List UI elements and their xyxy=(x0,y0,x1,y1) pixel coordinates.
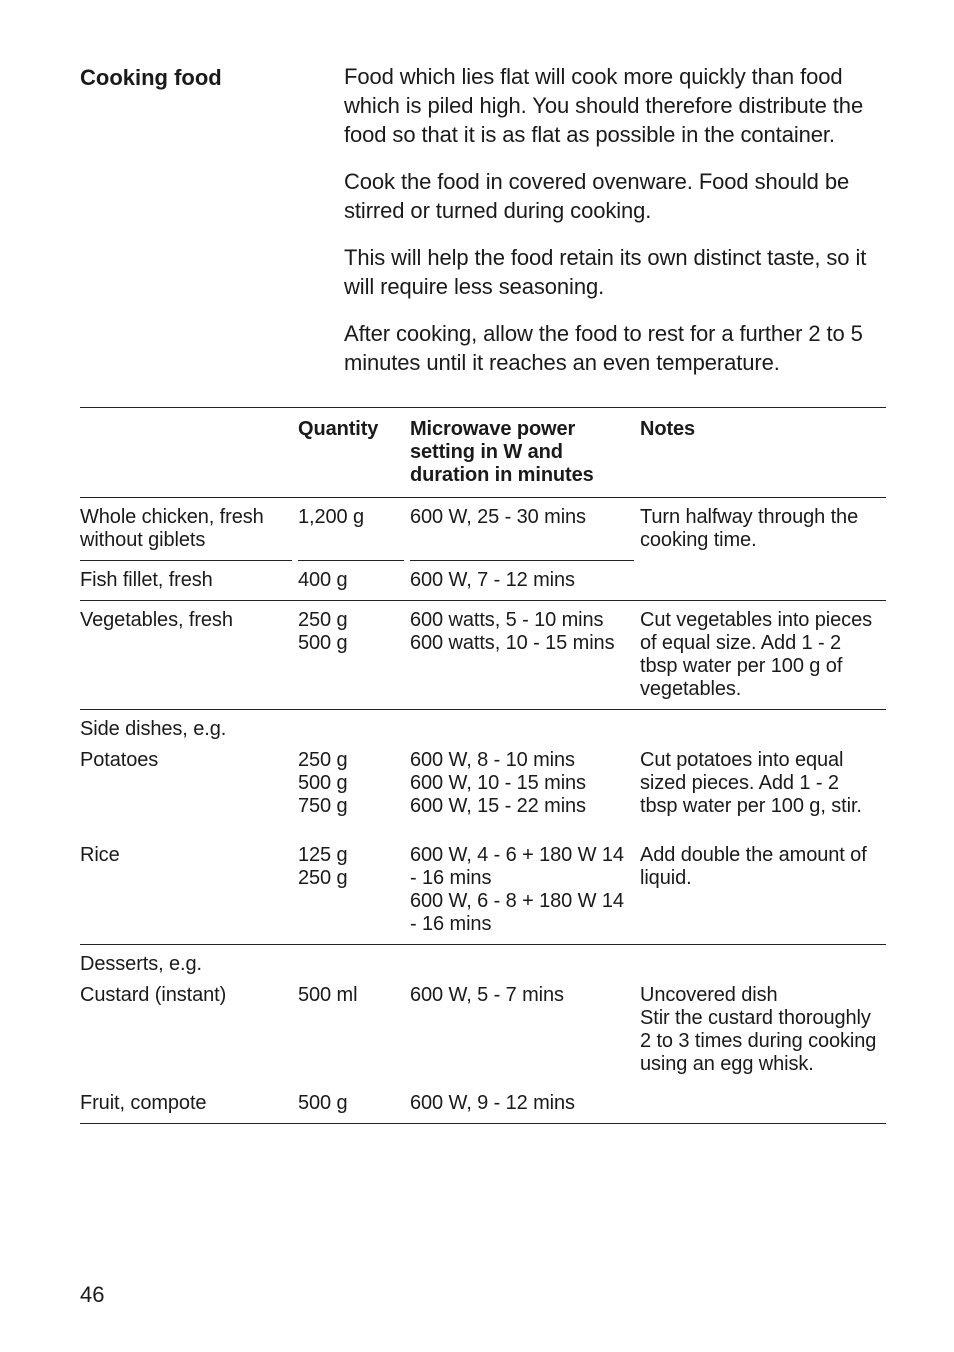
cell-qty: 500 ml xyxy=(298,984,410,1084)
cell-notes: Cut potatoes into equal sized pieces. Ad… xyxy=(640,749,886,826)
cell-notes: Uncovered dish Stir the custard thorough… xyxy=(640,984,886,1084)
th-quantity: Quantity xyxy=(298,408,410,498)
cell-power: 600 W, 9 - 12 mins xyxy=(410,1084,640,1124)
table-row: Vegetables, fresh 250 g 500 g 600 watts,… xyxy=(80,601,886,710)
th-power: Microwave power setting in W and duratio… xyxy=(410,408,640,498)
cell-qty: 500 g xyxy=(298,1084,410,1124)
intro-p3: This will help the food retain its own d… xyxy=(344,243,886,301)
cell-item: Side dishes, e.g. xyxy=(80,710,298,750)
cell-item: Desserts, e.g. xyxy=(80,945,298,985)
th-item xyxy=(80,408,298,498)
cell-notes: Turn halfway through the cooking time. xyxy=(640,498,886,601)
cell-item: Fish fillet, fresh xyxy=(80,560,292,592)
intro-p2: Cook the food in covered ovenware. Food … xyxy=(344,167,886,225)
intro-p4: After cooking, allow the food to rest fo… xyxy=(344,319,886,377)
page-number: 46 xyxy=(80,1282,104,1308)
table-row: Fruit, compote 500 g 600 W, 9 - 12 mins xyxy=(80,1084,886,1124)
intro-p1: Food which lies flat will cook more quic… xyxy=(344,62,886,149)
table-row: Desserts, e.g. xyxy=(80,945,886,985)
cell-qty: 250 g 500 g xyxy=(298,601,410,710)
cell-notes: Add double the amount of liquid. xyxy=(640,826,886,945)
cell-item: Custard (instant) xyxy=(80,984,298,1084)
cell-qty: 250 g 500 g 750 g xyxy=(298,749,410,826)
cell-power: 600 W, 5 - 7 mins xyxy=(410,984,640,1084)
cooking-table: Quantity Microwave power setting in W an… xyxy=(80,407,886,1124)
table-row: Whole chicken, fresh without giblets 1,2… xyxy=(80,498,886,561)
cell-qty: 1,200 g xyxy=(298,498,410,561)
cell-item: Potatoes xyxy=(80,749,298,826)
table-row: Custard (instant) 500 ml 600 W, 5 - 7 mi… xyxy=(80,984,886,1084)
table-header-row: Quantity Microwave power setting in W an… xyxy=(80,408,886,498)
cell-qty: 125 g 250 g xyxy=(298,826,410,945)
table-row: Potatoes 250 g 500 g 750 g 600 W, 8 - 10… xyxy=(80,749,886,826)
cell-item: Fruit, compote xyxy=(80,1084,298,1124)
cell-item: Rice xyxy=(80,826,298,945)
cell-item: Vegetables, fresh xyxy=(80,601,298,710)
th-notes: Notes xyxy=(640,408,886,498)
cell-qty: 400 g xyxy=(298,560,404,592)
cell-power: 600 W, 7 - 12 mins xyxy=(410,560,634,592)
table-row: Rice 125 g 250 g 600 W, 4 - 6 + 180 W 14… xyxy=(80,826,886,945)
cell-power: 600 W, 4 - 6 + 180 W 14 - 16 mins 600 W,… xyxy=(410,826,640,945)
intro-block: Cooking food Food which lies flat will c… xyxy=(80,62,886,377)
cell-item: Whole chicken, fresh without giblets xyxy=(80,498,298,561)
section-heading: Cooking food xyxy=(80,62,344,377)
page: Cooking food Food which lies flat will c… xyxy=(0,0,954,1352)
cell-notes: Cut vegetables into pieces of equal size… xyxy=(640,601,886,710)
table-row: Side dishes, e.g. xyxy=(80,710,886,750)
cell-power: 600 W, 25 - 30 mins xyxy=(410,498,640,561)
intro-text: Food which lies flat will cook more quic… xyxy=(344,62,886,377)
cell-power: 600 W, 8 - 10 mins 600 W, 10 - 15 mins 6… xyxy=(410,749,640,826)
cell-power: 600 watts, 5 - 10 mins 600 watts, 10 - 1… xyxy=(410,601,640,710)
